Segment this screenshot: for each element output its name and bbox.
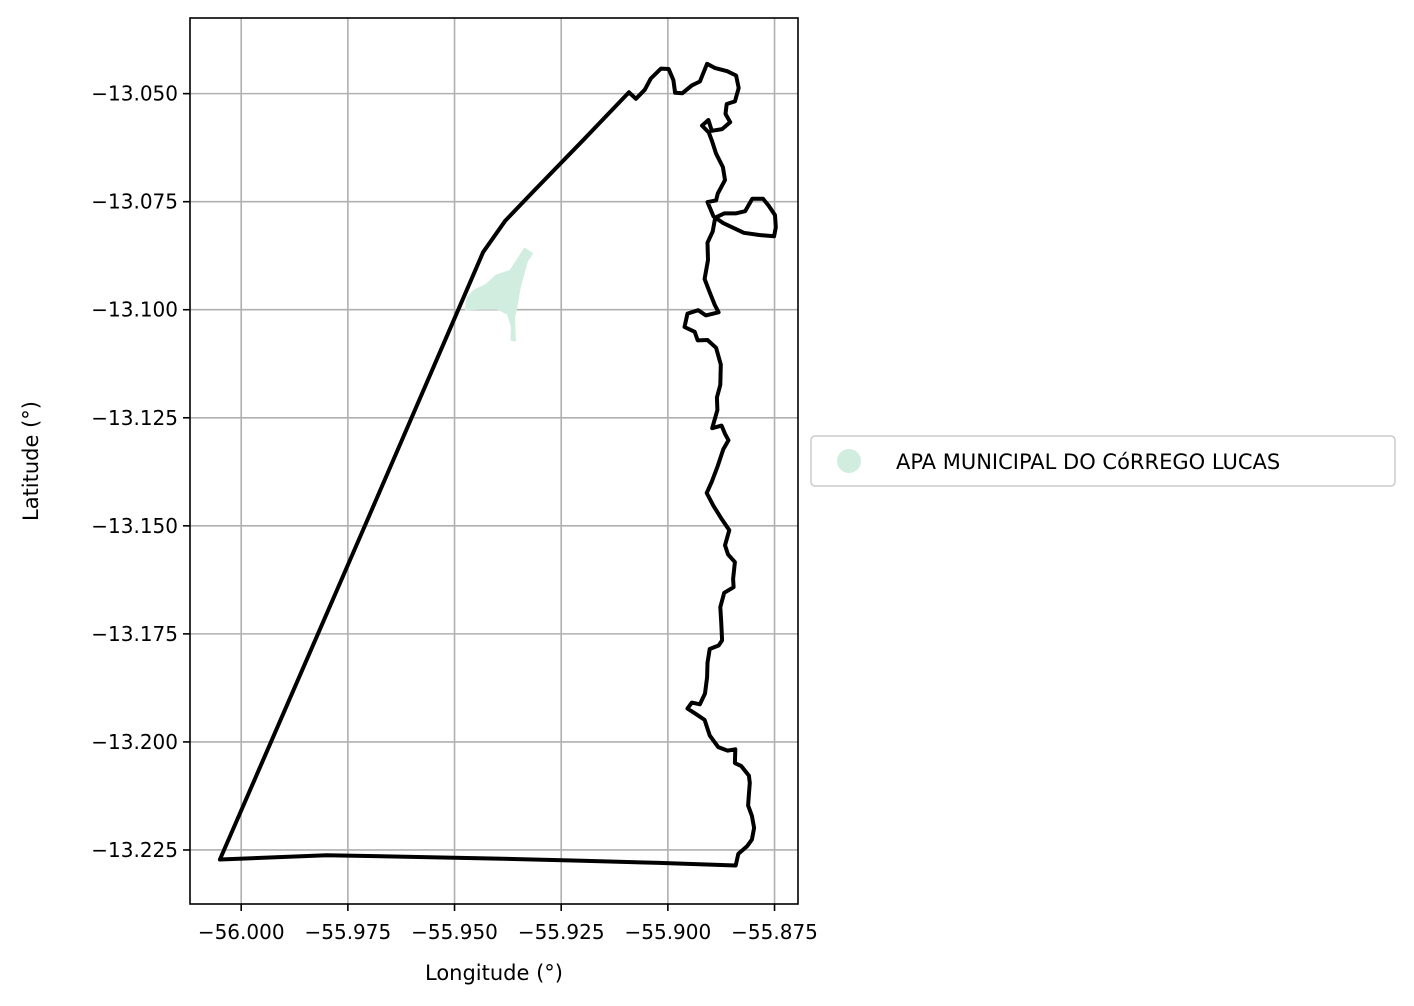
y-tick-label: −13.050 — [91, 82, 178, 106]
x-tick-label: −56.000 — [198, 920, 285, 944]
y-tick-label: −13.225 — [91, 838, 178, 862]
legend-label: APA MUNICIPAL DO CóRREGO LUCAS — [896, 450, 1280, 474]
x-axis-label: Longitude (°) — [425, 961, 563, 985]
x-tick-label: −55.925 — [518, 920, 605, 944]
y-tick-label: −13.150 — [91, 514, 178, 538]
y-tick-label: −13.200 — [91, 730, 178, 754]
protected-area-polygon — [464, 247, 533, 342]
y-tick-label: −13.075 — [91, 190, 178, 214]
y-axis-label: Latitude (°) — [19, 401, 43, 521]
legend: APA MUNICIPAL DO CóRREGO LUCAS — [810, 435, 1396, 487]
x-tick-label: −55.975 — [304, 920, 391, 944]
x-tick-label: −55.950 — [411, 920, 498, 944]
x-axis-ticks: −56.000 −55.975 −55.950 −55.925 −55.900 −55.8… — [198, 904, 818, 944]
y-tick-label: −13.100 — [91, 298, 178, 322]
y-tick-label: −13.125 — [91, 406, 178, 430]
legend-box — [810, 435, 1396, 487]
legend-marker — [837, 449, 861, 473]
y-tick-label: −13.175 — [91, 622, 178, 646]
x-tick-label: −55.900 — [624, 920, 711, 944]
plot-frame — [189, 17, 799, 905]
municipal-boundary — [217, 61, 778, 868]
grid-lines — [190, 18, 798, 904]
boundary-outline — [217, 61, 778, 868]
protected-areas — [464, 247, 533, 342]
y-axis-ticks: −13.050 −13.075 −13.100 −13.125 −13.150 −13.1… — [91, 82, 190, 862]
x-tick-label: −55.875 — [731, 920, 818, 944]
